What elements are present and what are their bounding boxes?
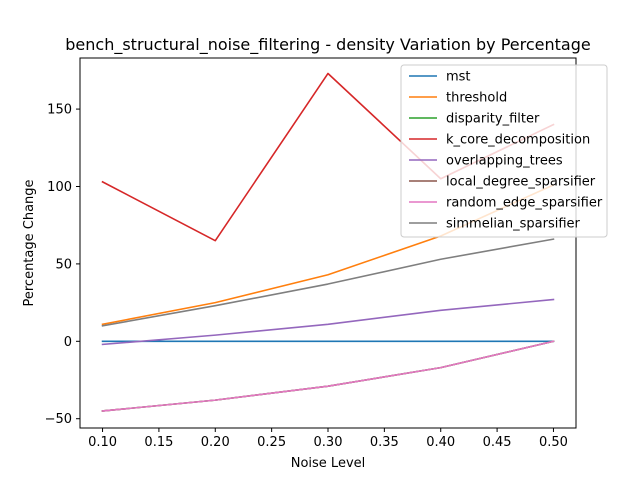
series-line-disparity-filter [101, 340, 555, 412]
x-tick-label: 0.50 [539, 435, 568, 450]
series-line-overlapping-trees [101, 298, 555, 346]
legend: mst threshold disparity_filter k_core_decom… [400, 64, 608, 238]
x-tick-label: 0.15 [144, 435, 173, 450]
series-line-simmelian-sparsifier [101, 238, 555, 327]
x-axis-ticks: 0.10 0.15 0.20 0.25 0.30 0.35 0.40 0.45 0.50 [88, 428, 568, 450]
x-tick-label: 0.40 [426, 435, 455, 450]
legend-label: overlapping_trees [446, 154, 563, 169]
x-tick-label: 0.45 [483, 435, 512, 450]
x-tick-label: 0.20 [201, 435, 230, 450]
y-tick-label: 150 [47, 103, 72, 118]
legend-label: threshold [446, 91, 507, 106]
series-layer [101, 72, 555, 412]
x-tick-label: 0.25 [257, 435, 286, 450]
legend-box [400, 64, 608, 238]
legend-label: disparity_filter [446, 112, 540, 127]
x-axis-label: Noise Level [291, 456, 366, 471]
y-axis-ticks: −50 0 50 100 150 [45, 103, 80, 427]
legend-label: k_core_decomposition [446, 133, 590, 148]
y-tick-label: 50 [55, 257, 72, 272]
x-tick-label: 0.30 [314, 435, 343, 450]
series-line-random-edge-sparsifier [101, 340, 555, 412]
chart-title: bench_structural_noise_filtering - densi… [65, 35, 590, 55]
y-tick-label: 0 [64, 335, 72, 350]
legend-label: simmelian_sparsifier [446, 217, 581, 232]
legend-label: random_edge_sparsifier [446, 196, 603, 211]
legend-label: local_degree_sparsifier [446, 175, 596, 190]
y-tick-label: −50 [45, 412, 72, 427]
x-tick-label: 0.10 [88, 435, 117, 450]
series-line-local-degree-sparsifier [101, 340, 555, 412]
y-axis-label: Percentage Change [22, 179, 37, 306]
x-tick-label: 0.35 [370, 435, 399, 450]
y-tick-label: 100 [47, 180, 72, 195]
legend-label: mst [446, 70, 471, 85]
